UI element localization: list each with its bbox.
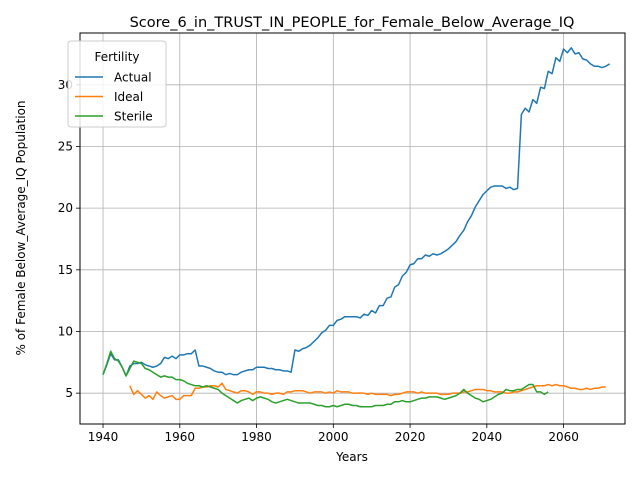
legend-label-sterile: Sterile — [114, 110, 153, 124]
series-line-actual — [102, 47, 611, 377]
y-tick-label: 5 — [65, 386, 73, 400]
y-tick-label: 15 — [58, 263, 73, 277]
grid — [80, 33, 625, 424]
legend: Fertility Actual Ideal Sterile — [67, 40, 167, 128]
x-tick-label: 2060 — [548, 430, 579, 444]
x-tick-label: 1960 — [165, 430, 196, 444]
x-axis-ticks: 1940 1960 1980 2000 2020 2040 2060 — [88, 424, 579, 444]
legend-items: Actual Ideal Sterile — [75, 71, 153, 124]
x-tick-label: 2040 — [472, 430, 503, 444]
chart-title: Score_6_in_TRUST_IN_PEOPLE_for_Female_Be… — [130, 15, 575, 31]
y-tick-label: 10 — [58, 324, 73, 338]
legend-box — [67, 40, 167, 128]
x-tick-label: 1980 — [241, 430, 272, 444]
legend-label-actual: Actual — [114, 71, 152, 85]
x-tick-label: 2000 — [318, 430, 349, 444]
y-axis-label: % of Female Below_Average_IQ Population — [14, 100, 28, 355]
y-tick-label: 25 — [58, 139, 73, 153]
x-axis-label: Years — [335, 450, 368, 464]
x-tick-label: 2020 — [395, 430, 426, 444]
legend-label-ideal: Ideal — [114, 90, 143, 104]
series-line-sterile — [102, 350, 549, 408]
plot-frame — [79, 32, 626, 425]
y-tick-label: 20 — [58, 201, 73, 215]
series-layer — [102, 47, 611, 408]
legend-title: Fertility — [94, 50, 139, 64]
x-tick-label: 1940 — [88, 430, 119, 444]
